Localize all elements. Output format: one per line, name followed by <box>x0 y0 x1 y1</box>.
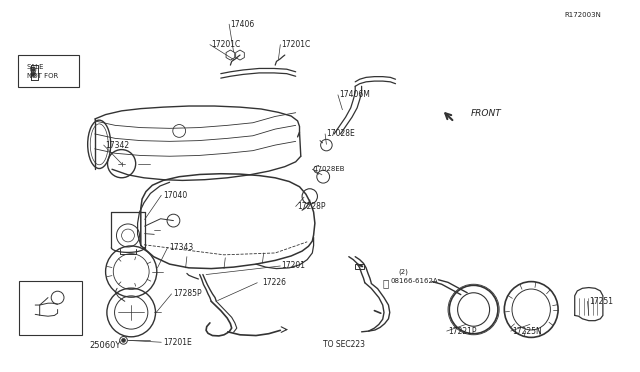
Text: 17201: 17201 <box>282 262 306 270</box>
Text: 17406: 17406 <box>230 20 255 29</box>
Text: 17028EB: 17028EB <box>314 166 345 172</box>
Text: SALE: SALE <box>27 64 44 70</box>
Text: R172003N: R172003N <box>564 12 602 18</box>
Text: 25060Y: 25060Y <box>90 341 121 350</box>
Text: 17226: 17226 <box>262 278 287 287</box>
Text: 17406M: 17406M <box>339 90 370 99</box>
Text: Ⓑ: Ⓑ <box>383 278 389 288</box>
Text: FRONT: FRONT <box>470 109 501 118</box>
Bar <box>18 55 79 87</box>
Text: 17028E: 17028E <box>326 129 355 138</box>
Text: 17201E: 17201E <box>163 338 192 347</box>
Text: 17285P: 17285P <box>173 289 202 298</box>
Text: 17225N: 17225N <box>512 327 541 336</box>
Text: NOT FOR: NOT FOR <box>27 73 58 79</box>
Text: 17221P: 17221P <box>448 327 477 336</box>
Bar <box>355 264 364 269</box>
Text: (2): (2) <box>398 268 408 275</box>
Bar <box>19 281 82 335</box>
Text: 17201C: 17201C <box>282 40 311 49</box>
Circle shape <box>32 73 35 76</box>
Circle shape <box>122 339 125 342</box>
Text: 08166-6162A: 08166-6162A <box>390 278 438 284</box>
Circle shape <box>32 69 35 71</box>
Text: 17342: 17342 <box>106 141 130 150</box>
Text: 17201C: 17201C <box>211 40 241 49</box>
Text: TO SEC223: TO SEC223 <box>323 340 365 349</box>
Text: 17228P: 17228P <box>298 202 326 211</box>
Text: 17343: 17343 <box>170 243 194 252</box>
Text: 17040: 17040 <box>163 191 188 200</box>
Text: 17251: 17251 <box>589 297 613 306</box>
